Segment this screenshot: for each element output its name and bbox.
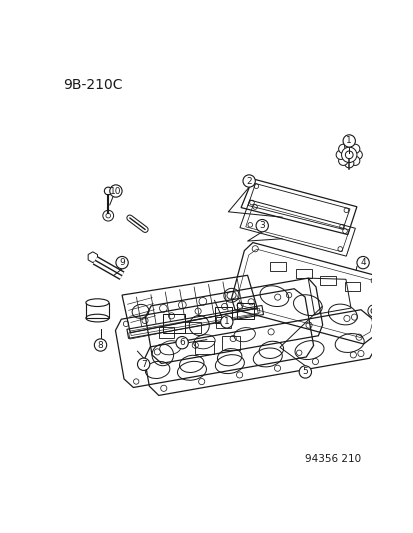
Text: 4: 4 [359,258,365,267]
Text: 8: 8 [97,341,103,350]
Ellipse shape [85,299,109,306]
Text: 9: 9 [119,258,125,267]
Circle shape [344,142,353,151]
Text: 94356 210: 94356 210 [304,454,360,464]
Circle shape [242,175,255,187]
Circle shape [220,316,233,328]
Circle shape [176,336,188,349]
Circle shape [299,366,311,378]
Circle shape [137,358,150,370]
Circle shape [338,156,347,165]
Text: 6: 6 [179,338,185,347]
Circle shape [335,150,344,159]
Text: 1: 1 [346,136,351,146]
Text: 1: 1 [223,318,229,326]
Text: 3: 3 [259,221,264,230]
Circle shape [94,339,107,351]
Bar [344,282,359,292]
Circle shape [109,185,122,197]
Text: 10: 10 [110,187,121,196]
Text: 7: 7 [140,360,146,369]
Circle shape [352,150,361,159]
Circle shape [356,256,368,269]
Circle shape [341,147,356,163]
Text: 2: 2 [246,176,252,185]
Bar [319,276,335,285]
Circle shape [350,144,359,154]
Bar [195,341,213,354]
Bar [296,269,311,278]
Text: 5: 5 [302,367,307,376]
Circle shape [350,156,359,165]
Circle shape [338,144,347,154]
Circle shape [344,159,353,168]
Bar [221,336,240,350]
Bar [163,314,184,333]
Bar [237,303,254,319]
Circle shape [256,220,268,232]
Circle shape [342,135,354,147]
Text: 9B-210C: 9B-210C [64,78,123,92]
Circle shape [116,256,128,269]
Bar [270,262,285,271]
Bar [214,308,231,322]
